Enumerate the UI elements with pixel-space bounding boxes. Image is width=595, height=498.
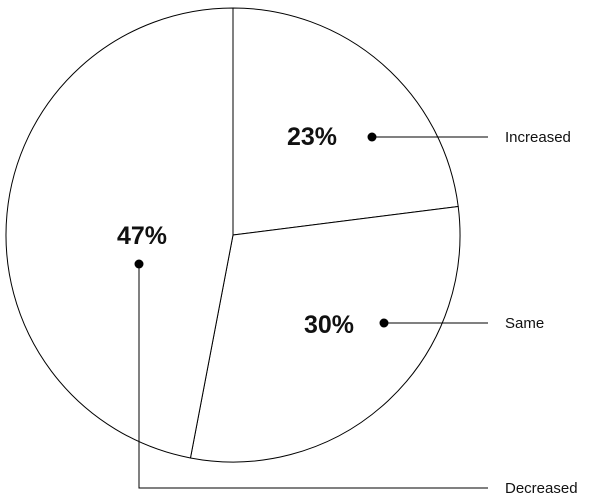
legend-label-decreased: Decreased	[505, 480, 578, 497]
slice-label-decreased: 47%	[117, 222, 167, 250]
pie-slice-decreased	[5, 7, 234, 459]
legend-label-same: Same	[505, 315, 544, 332]
slice-label-increased: 23%	[287, 123, 337, 151]
pie-slice-same	[189, 206, 461, 463]
leader-line-decreased	[138, 264, 488, 489]
leader-dot-increased	[367, 132, 377, 142]
pie-slices	[5, 7, 461, 463]
pie-slice-increased	[232, 7, 459, 236]
leader-dot-decreased	[134, 259, 144, 269]
legend-label-increased: Increased	[505, 129, 571, 146]
leader-dot-same	[379, 318, 389, 328]
slice-label-same: 30%	[304, 311, 354, 339]
